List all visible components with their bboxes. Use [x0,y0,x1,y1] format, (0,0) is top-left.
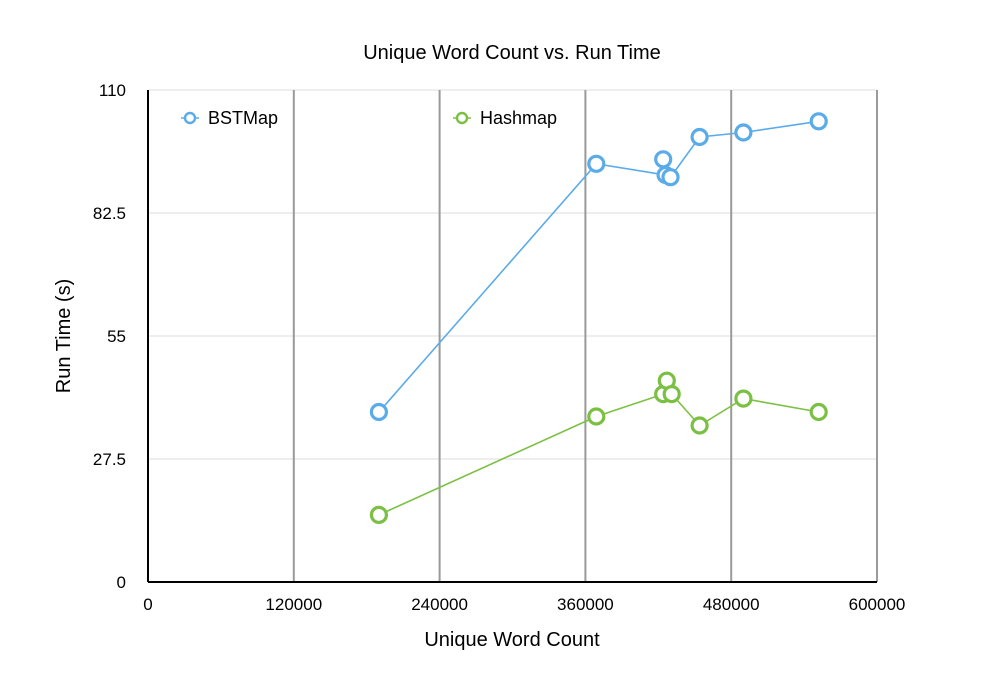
y-tick-label: 82.5 [93,204,126,223]
data-point [587,407,606,426]
legend-label: BSTMap [208,108,278,128]
x-tick-label: 120000 [265,595,322,614]
x-tick-label: 600000 [849,595,906,614]
series-line [378,378,819,516]
axes [147,90,877,583]
legend-marker [455,111,469,125]
data-point [734,389,753,408]
data-point [587,154,606,173]
x-tick-label: 0 [143,595,152,614]
legend-marker [183,111,197,125]
data-point [809,402,828,422]
legend-item-hashmap: Hashmap [453,108,557,128]
y-tick-label: 0 [117,573,126,592]
tick-labels: 0 27.5 55 82.5 110 0 120000 240000 360000 480000 6… [93,81,905,614]
x-tick-label: 240000 [411,595,468,614]
data-point [690,127,709,147]
data-point [809,112,828,131]
data-point [654,150,673,169]
y-tick-label: 110 [99,81,126,100]
y-tick-label: 55 [107,327,126,346]
data-point [661,168,680,187]
series [369,112,828,525]
chart-title: Unique Word Count vs. Run Time [363,42,661,64]
data-point [369,402,388,422]
grid [148,89,878,582]
data-point [369,505,388,525]
legend-label: Hashmap [480,108,557,128]
y-axis-label: Run Time (s) [53,279,75,393]
y-tick-label: 27.5 [93,450,126,469]
data-point [734,123,753,142]
series-hashmap [369,371,828,525]
series-bstmap [369,112,828,422]
legend: BSTMap Hashmap [181,108,557,128]
data-point [690,416,709,435]
data-point [662,385,681,404]
x-axis-label: Unique Word Count [424,629,600,651]
x-tick-label: 360000 [557,595,614,614]
x-tick-label: 480000 [703,595,760,614]
legend-item-bstmap: BSTMap [181,108,278,128]
